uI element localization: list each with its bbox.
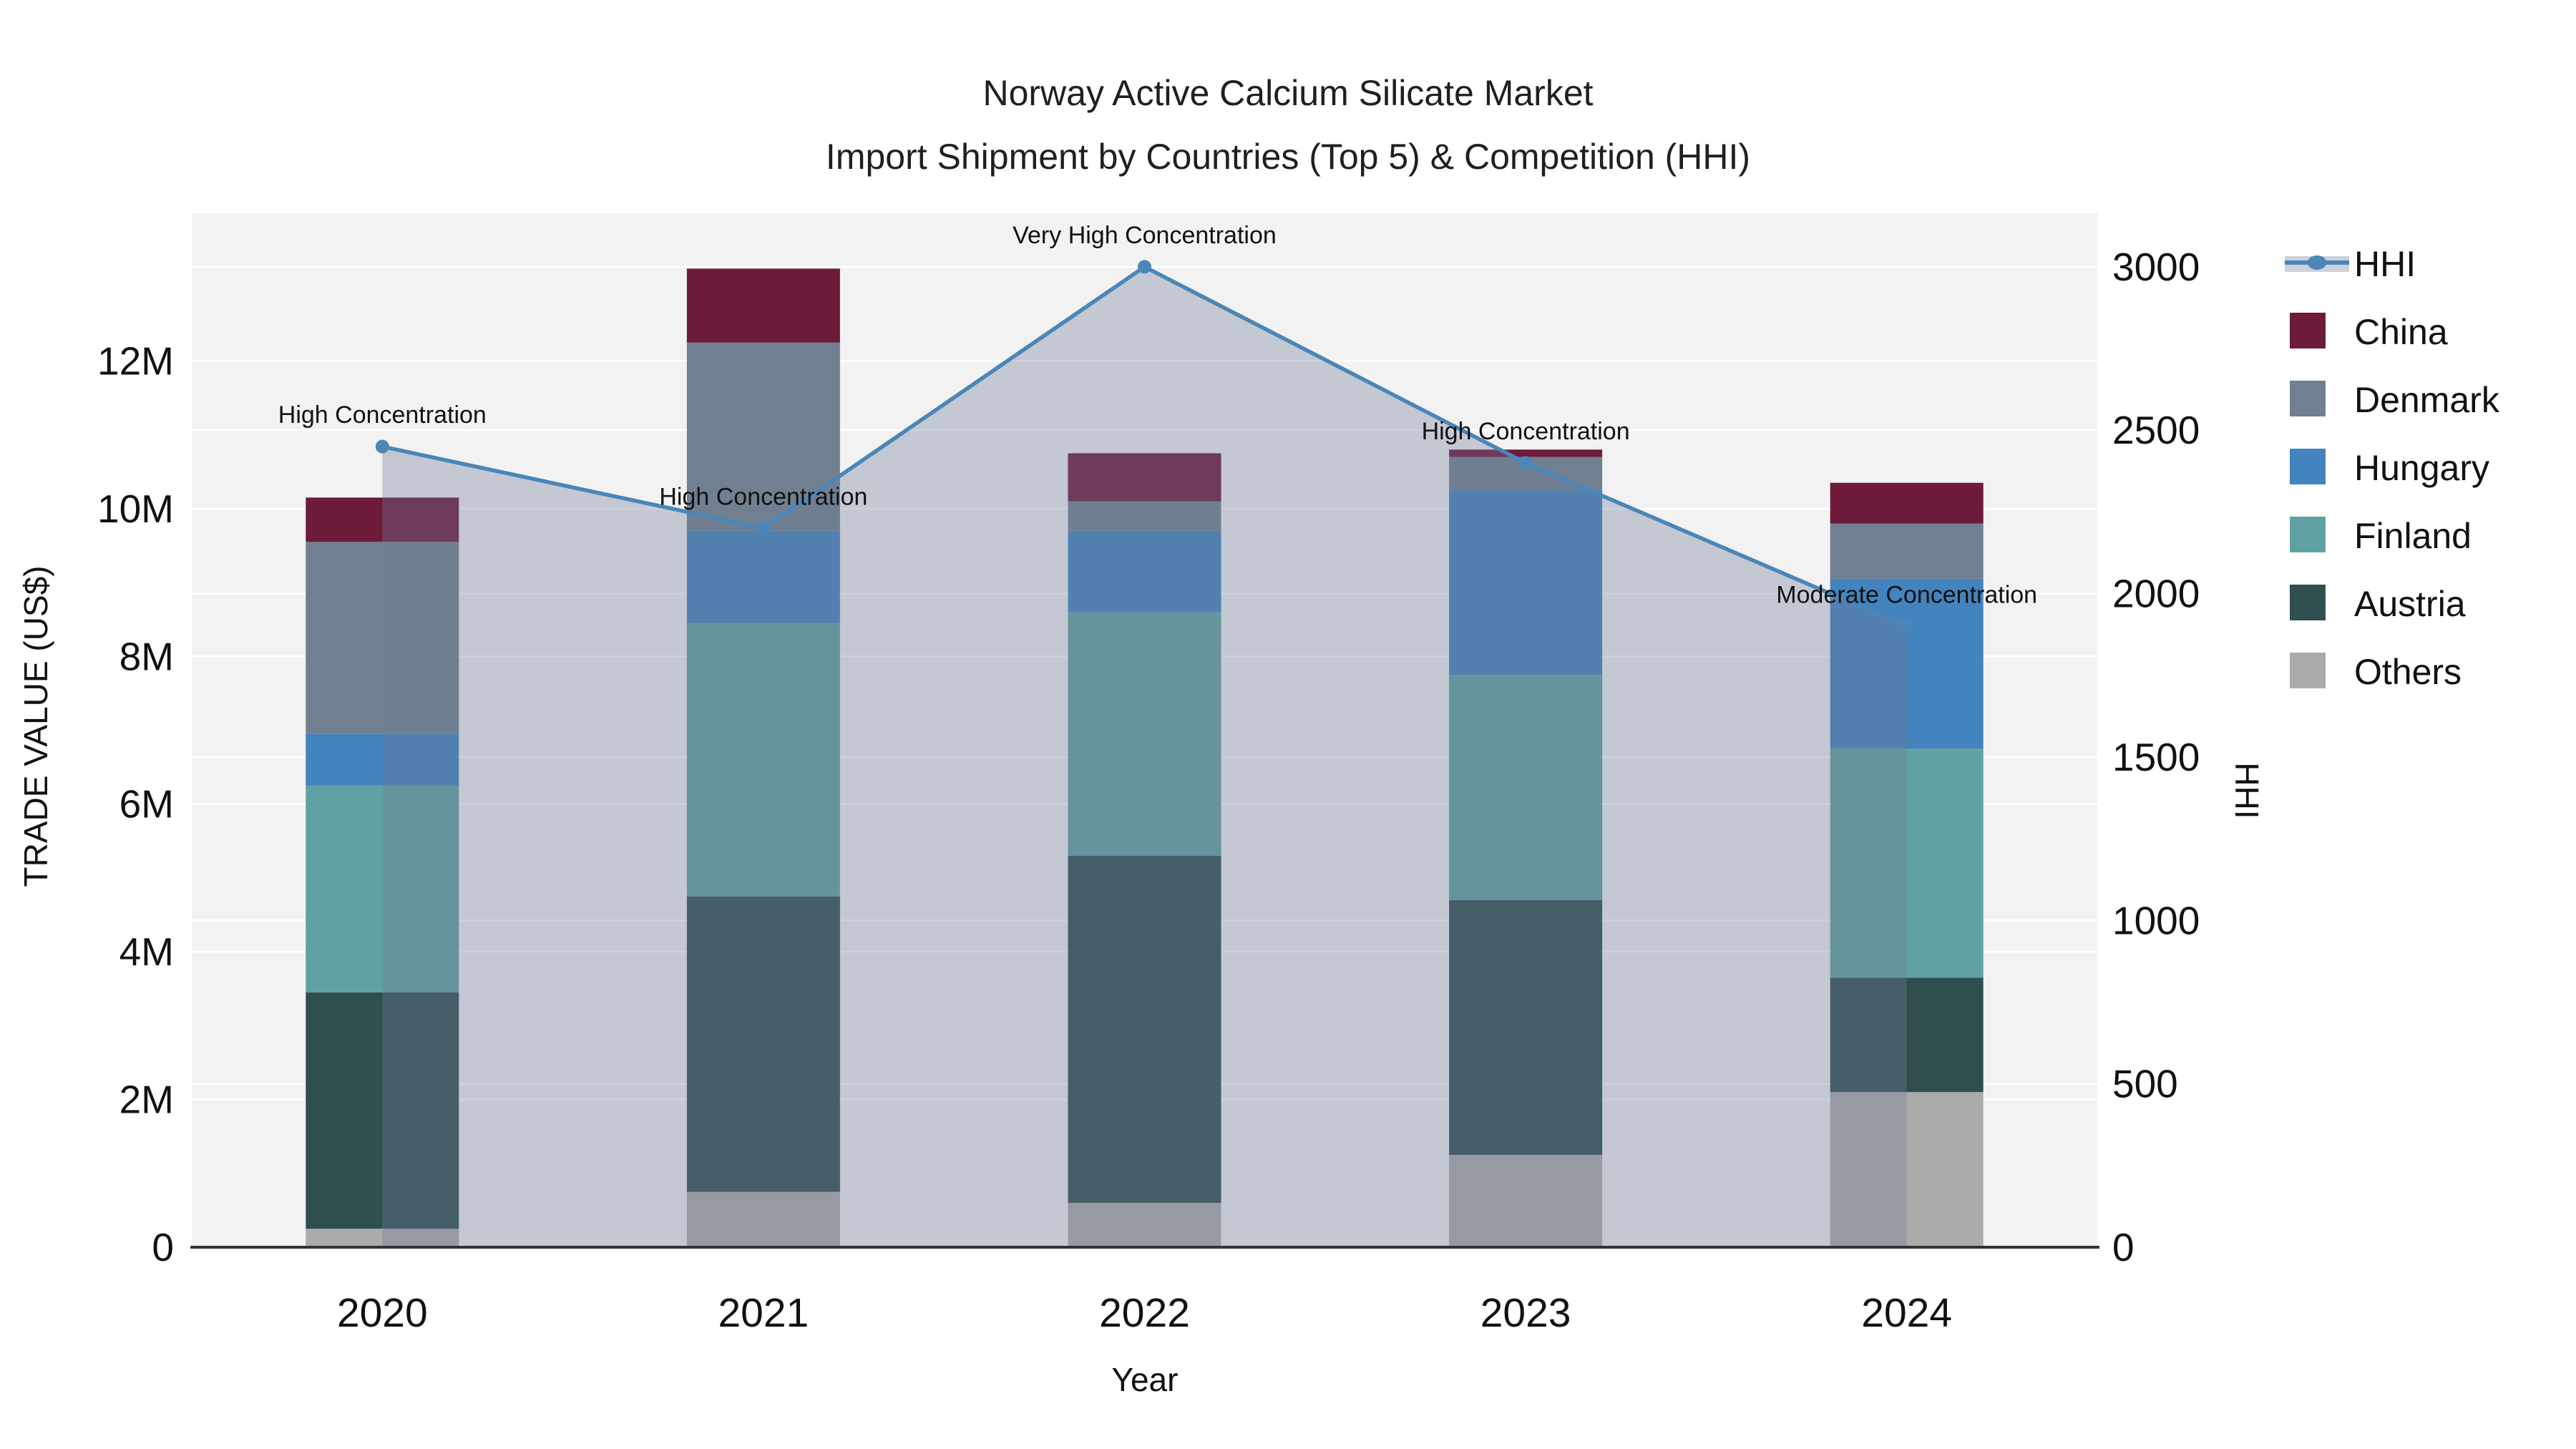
legend-label-hungary: Hungary	[2354, 448, 2489, 488]
bar-segment-finland-2024[interactable]	[1830, 748, 1984, 978]
x-tick-2021: 2021	[718, 1290, 809, 1336]
bar-segment-hungary-2021[interactable]	[686, 530, 840, 623]
y-tick-8M: 8M	[119, 634, 174, 678]
legend-item-denmark[interactable]: Denmark	[2290, 380, 2500, 420]
bar-segment-austria-2022[interactable]	[1068, 855, 1221, 1204]
legend-item-austria[interactable]: Austria	[2290, 584, 2466, 624]
y2-tick-0: 0	[2112, 1225, 2135, 1269]
y-tick-12M: 12M	[97, 338, 174, 383]
hhi-marker-2024[interactable]	[1900, 619, 1914, 633]
legend-item-finland[interactable]: Finland	[2290, 516, 2472, 556]
bar-segment-china-2020[interactable]	[306, 497, 459, 542]
y2-tick-2500: 2500	[2112, 408, 2200, 452]
y-tick-6M: 6M	[119, 782, 174, 826]
bar-segment-hungary-2022[interactable]	[1068, 530, 1221, 613]
legend-label-others: Others	[2354, 652, 2462, 692]
legend-swatch-finland	[2290, 517, 2326, 552]
y-tick-4M: 4M	[119, 930, 174, 974]
bar-segment-denmark-2021[interactable]	[686, 342, 840, 531]
bar-segment-others-2022[interactable]	[1068, 1203, 1221, 1247]
bar-segment-hungary-2024[interactable]	[1830, 578, 1984, 749]
hhi-area-fill	[382, 266, 1907, 1247]
chart-title-line2: Import Shipment by Countries (Top 5) & C…	[826, 137, 1750, 177]
hhi-marker-2022[interactable]	[1138, 260, 1151, 274]
y-tick-2M: 2M	[119, 1078, 174, 1122]
x-tick-2023: 2023	[1480, 1290, 1571, 1336]
bar-segment-china-2021[interactable]	[686, 268, 840, 343]
bar-segment-finland-2022[interactable]	[1068, 612, 1221, 856]
bar-segment-austria-2024[interactable]	[1830, 977, 1984, 1093]
x-tick-2024: 2024	[1861, 1290, 1952, 1336]
y-tick-10M: 10M	[97, 487, 174, 531]
legend-label-austria: Austria	[2354, 584, 2466, 624]
legend-item-china[interactable]: China	[2290, 312, 2448, 352]
bar-segment-others-2020[interactable]	[306, 1229, 459, 1247]
bar-segment-others-2023[interactable]	[1449, 1154, 1603, 1247]
y2-tick-1500: 1500	[2112, 735, 2200, 779]
legend-swatch-others	[2290, 653, 2326, 688]
bar-segment-finland-2021[interactable]	[686, 623, 840, 897]
y-axis-title: TRADE VALUE (US$)	[17, 565, 54, 887]
bar-segment-austria-2021[interactable]	[686, 896, 840, 1192]
bar-segment-others-2021[interactable]	[686, 1191, 840, 1247]
bar-segment-hungary-2020[interactable]	[306, 733, 459, 786]
legend-swatch-austria	[2290, 585, 2326, 620]
bar-segment-finland-2020[interactable]	[306, 785, 459, 992]
bar-segment-denmark-2024[interactable]	[1830, 523, 1984, 579]
y2-axis-title: HHI	[2228, 762, 2265, 819]
bar-segment-hungary-2023[interactable]	[1449, 490, 1603, 675]
annotation-2021: High Concentration	[659, 483, 867, 510]
bar-segment-china-2024[interactable]	[1830, 482, 1984, 524]
legend-item-others[interactable]: Others	[2290, 652, 2462, 692]
y2-tick-2000: 2000	[2112, 572, 2200, 616]
annotation-2020: High Concentration	[278, 401, 487, 429]
chart-title-line1: Norway Active Calcium Silicate Market	[982, 73, 1593, 113]
legend-item-hhi[interactable]: HHI	[2285, 244, 2416, 284]
hhi-marker-2023[interactable]	[1518, 456, 1533, 470]
bar-segment-china-2023[interactable]	[1449, 449, 1603, 457]
bar-segment-china-2022[interactable]	[1068, 453, 1221, 502]
y2-tick-500: 500	[2112, 1062, 2178, 1106]
bar-segment-austria-2023[interactable]	[1449, 899, 1603, 1155]
y2-tick-3000: 3000	[2112, 245, 2200, 289]
legend-item-hungary[interactable]: Hungary	[2290, 448, 2489, 488]
legend-label-denmark: Denmark	[2354, 380, 2500, 420]
legend-swatch-hungary	[2290, 449, 2326, 484]
hhi-marker-2020[interactable]	[375, 439, 389, 454]
x-axis-title: Year	[1112, 1361, 1179, 1398]
y2-tick-1000: 1000	[2112, 898, 2200, 942]
bar-segment-others-2024[interactable]	[1830, 1092, 1984, 1247]
legend-hhi-marker-icon	[2308, 255, 2326, 270]
bar-segment-denmark-2022[interactable]	[1068, 501, 1221, 531]
legend-swatch-denmark	[2290, 381, 2326, 416]
y-tick-0: 0	[152, 1225, 174, 1269]
annotation-2024: Moderate Concentration	[1776, 581, 2037, 608]
x-tick-2020: 2020	[337, 1290, 428, 1336]
legend-label-china: China	[2354, 312, 2448, 352]
bar-segment-austria-2020[interactable]	[306, 992, 459, 1229]
bar-segment-finland-2023[interactable]	[1449, 675, 1603, 900]
hhi-marker-2021[interactable]	[756, 521, 771, 535]
annotation-2023: High Concentration	[1422, 418, 1630, 445]
x-tick-2022: 2022	[1099, 1290, 1190, 1336]
legend-label-finland: Finland	[2354, 516, 2472, 556]
bar-segment-denmark-2020[interactable]	[306, 542, 459, 734]
legend-swatch-china	[2290, 313, 2326, 348]
annotation-2022: Very High Concentration	[1013, 222, 1277, 249]
legend-label-hhi: HHI	[2354, 244, 2416, 284]
